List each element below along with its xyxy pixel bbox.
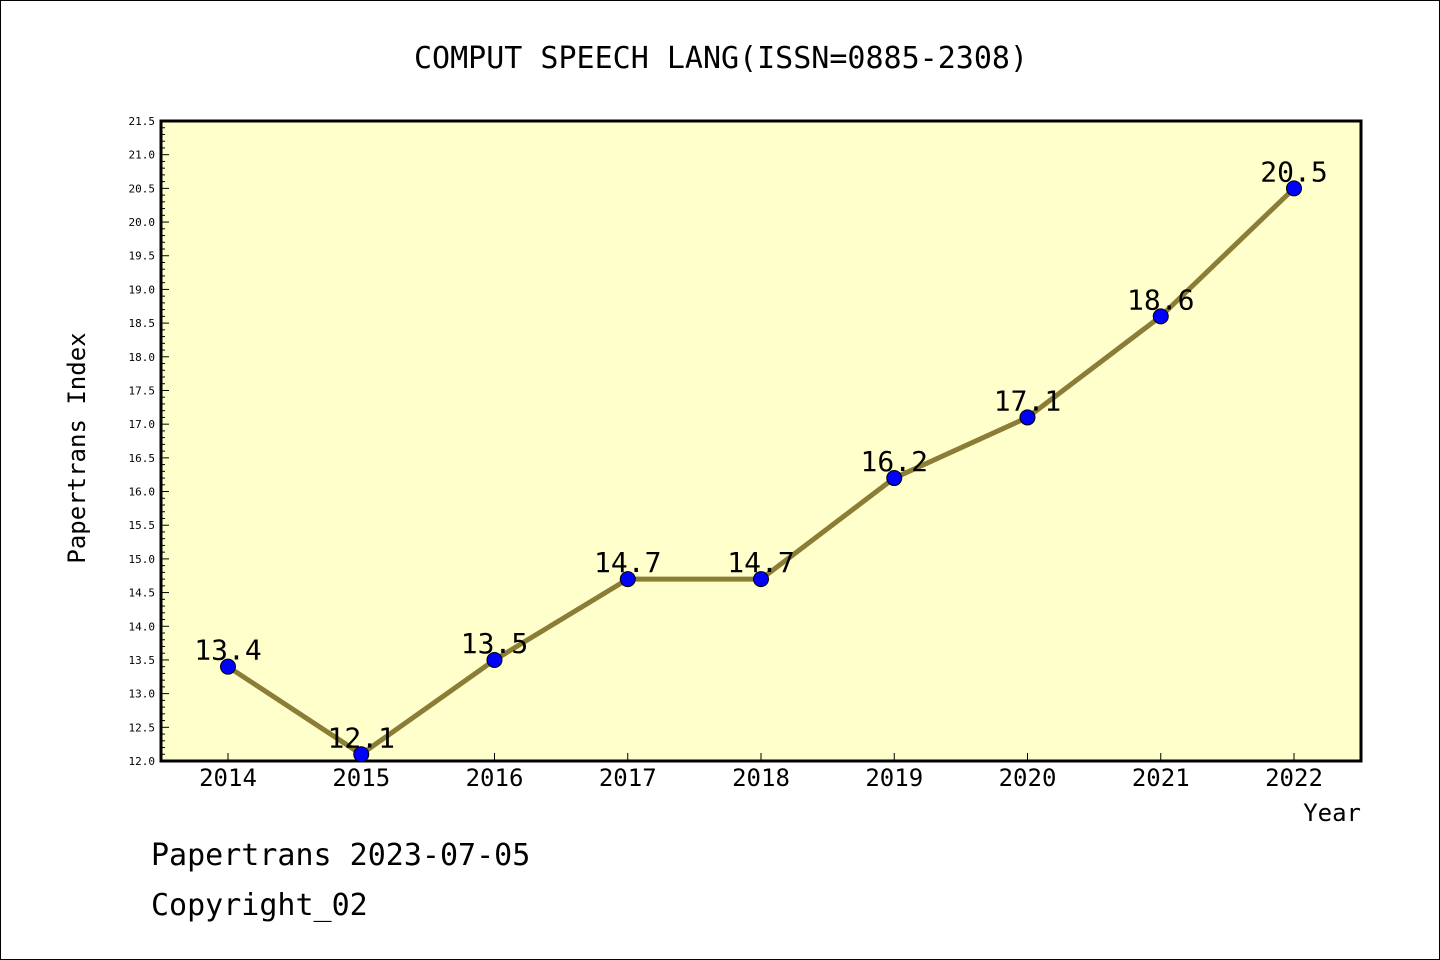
x-tick-label: 2015: [332, 764, 390, 792]
x-tick-label: 2016: [466, 764, 524, 792]
data-point: [486, 651, 503, 668]
y-tick-label: 13.0: [129, 688, 156, 701]
data-point: [353, 746, 370, 763]
series-papertrans-index: [220, 180, 1302, 763]
x-tick-label: 2017: [599, 764, 657, 792]
data-point: [1019, 409, 1036, 426]
y-tick-label: 18.5: [129, 317, 156, 330]
y-tick-label: 20.0: [129, 216, 156, 229]
x-axis: 2014 2015 2016 2017 2018 2019 2020 2021 2022: [199, 753, 1323, 792]
footer-date: Papertrans 2023-07-05: [151, 838, 530, 873]
y-tick-label: 19.0: [129, 283, 156, 296]
footer-copyright: Copyright_02: [151, 888, 368, 923]
data-label: 12.1: [328, 721, 395, 754]
y-tick-label: 17.5: [129, 384, 156, 397]
data-label: 17.1: [994, 384, 1061, 417]
y-tick-label: 21.0: [129, 149, 156, 162]
data-label: 16.2: [861, 445, 928, 478]
y-axis: 12.0 12.5 13.0 13.5 14.0 14.5 15.0 15.5 16.0 16.5…: [129, 115, 169, 768]
chart-title: COMPUT SPEECH LANG(ISSN=0885-2308): [414, 41, 1028, 76]
y-tick-label: 15.0: [129, 553, 156, 566]
y-tick-label: 18.0: [129, 351, 156, 364]
data-point: [886, 470, 903, 487]
x-tick-label: 2018: [732, 764, 790, 792]
y-tick-label: 14.0: [129, 620, 156, 633]
x-axis-label: Year: [1303, 799, 1361, 827]
y-tick-label: 20.5: [129, 182, 156, 195]
x-tick-label: 2014: [199, 764, 257, 792]
data-point: [753, 571, 769, 588]
y-axis-label: Papertrans Index: [63, 332, 91, 563]
y-tick-label: 17.0: [129, 418, 156, 431]
data-point: [1152, 308, 1169, 325]
data-label: 14.7: [727, 546, 794, 579]
x-tick-label: 2019: [865, 764, 923, 792]
y-tick-label: 16.0: [129, 486, 156, 499]
data-label: 13.4: [194, 634, 261, 667]
y-tick-label: 21.5: [129, 115, 156, 128]
plot-area: [159, 119, 1363, 763]
data-label: 18.6: [1127, 283, 1194, 316]
y-tick-label: 12.0: [129, 755, 156, 768]
data-label: 13.5: [461, 627, 528, 660]
y-tick-label: 12.5: [129, 721, 156, 734]
x-tick-label: 2021: [1132, 764, 1190, 792]
data-label: 14.7: [594, 546, 661, 579]
data-point: [619, 571, 636, 588]
x-tick-label: 2022: [1265, 764, 1323, 792]
y-tick-label: 19.5: [129, 250, 156, 263]
y-tick-label: 13.5: [129, 654, 156, 667]
y-tick-label: 14.5: [129, 587, 156, 600]
data-labels: 13.4 12.1 13.5 14.7 14.7 16.2 17.1 18.6 20.5: [194, 155, 1327, 754]
x-tick-label: 2020: [999, 764, 1057, 792]
y-tick-label: 15.5: [129, 519, 156, 532]
data-label: 20.5: [1260, 155, 1327, 188]
y-tick-label: 16.5: [129, 452, 156, 465]
data-point: [220, 658, 236, 675]
data-point: [1286, 180, 1302, 197]
